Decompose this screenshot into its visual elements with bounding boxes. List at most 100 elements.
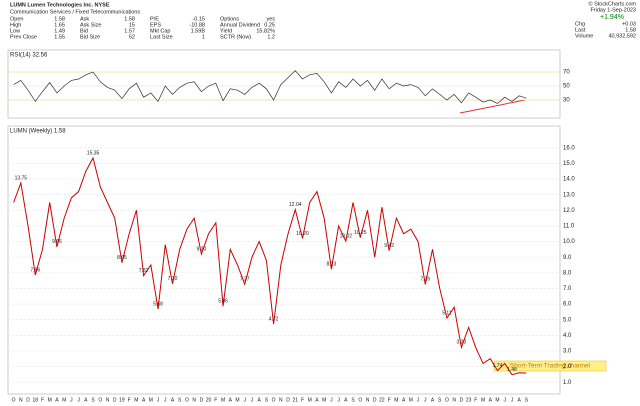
x-tick-label: A (402, 397, 406, 403)
field-value: -10.88 (189, 22, 205, 28)
y-tick-label: 2.0 (563, 364, 572, 370)
trend-line (459, 99, 526, 114)
source: © StockCharts.com (589, 0, 637, 7)
field-value: 1.55 (54, 34, 65, 40)
field-label: Bid (80, 28, 88, 34)
x-tick-label: D (460, 397, 464, 403)
price-title: LUMN (Weekly) 1.58 (10, 129, 66, 135)
field-label: Chg (575, 21, 585, 27)
field-value: 1.59B (191, 28, 206, 34)
value-label: 7.82 (139, 268, 149, 274)
y-tick-label: 70 (563, 70, 570, 76)
x-tick-label: M (221, 397, 225, 403)
x-tick-label: A (489, 397, 493, 403)
value-label: 1.48 (507, 367, 517, 373)
value-label: 5.11 (442, 310, 452, 316)
price-panel (7, 125, 561, 395)
x-tick-label: F (214, 397, 217, 403)
x-tick-label: S (178, 397, 182, 403)
x-tick-label: J (164, 397, 167, 403)
x-tick-label: J (157, 397, 160, 403)
x-tick-label: A (171, 397, 175, 403)
date: Friday 1-Sep-2023 (590, 7, 636, 13)
line (13, 70, 527, 104)
x-tick-label: 22 (379, 397, 385, 403)
x-tick-label: A (257, 397, 261, 403)
y-tick-label: 7.0 (563, 286, 572, 292)
value-label: 13.75 (15, 175, 28, 181)
value-label: 5.86 (218, 299, 228, 305)
value-label: 7.30 (168, 276, 178, 282)
field-value: -0.15 (192, 16, 205, 22)
x-tick-label: A (84, 397, 88, 403)
x-tick-label: J (77, 397, 80, 403)
field-value: 1 (202, 34, 205, 40)
x-tick-label: 20 (206, 397, 212, 403)
field-value: 1.57 (124, 28, 135, 34)
x-tick-label: J (243, 397, 246, 403)
x-tick-label: J (70, 397, 73, 403)
field-label: SCTR (Now) (220, 34, 251, 40)
field-value: 1.58 (124, 16, 135, 22)
field-label: Mkt Cap (150, 28, 170, 34)
header-subtitle: Communication Services / Fixed Telecommu… (10, 9, 140, 15)
field-value: 52 (129, 34, 135, 40)
x-tick-label: 18 (32, 397, 38, 403)
field-label: Last Size (150, 34, 173, 40)
y-tick-label: 6.0 (563, 302, 572, 308)
field-label: Ask (80, 16, 89, 22)
field-label: Ask Size (80, 22, 101, 28)
value-label: 10.25 (354, 230, 367, 236)
x-tick-label: O (12, 397, 16, 403)
x-tick-label: F (474, 397, 477, 403)
x-tick-label: M (149, 397, 153, 403)
x-tick-label: M (394, 397, 398, 403)
field-label: EPS (150, 22, 161, 28)
x-tick-label: N (106, 397, 110, 403)
y-tick-label: 9.0 (563, 255, 572, 261)
field-value: 1.58 (625, 27, 636, 33)
x-tick-label: J (503, 397, 506, 403)
y-tick-label: 13.0 (563, 192, 575, 198)
value-label: 1.74 (493, 363, 503, 369)
y-tick-label: 4.0 (563, 333, 572, 339)
value-label: 10.02 (340, 234, 353, 240)
x-tick-label: J (337, 397, 340, 403)
y-tick-label: 3.0 (563, 349, 572, 355)
x-tick-label: O (272, 397, 276, 403)
field-label: Options (220, 16, 239, 22)
field-value: 15 (129, 22, 135, 28)
x-tick-label: A (55, 397, 59, 403)
x-tick-label: A (142, 397, 146, 403)
rsi-panel (7, 49, 561, 119)
value-label: 9.20 (197, 246, 207, 252)
y-tick-label: 12.0 (563, 208, 575, 214)
x-tick-label: D (113, 397, 117, 403)
x-tick-label: N (452, 397, 456, 403)
x-tick-label: J (511, 397, 514, 403)
x-tick-label: S (525, 397, 529, 403)
x-tick-label: M (48, 397, 52, 403)
y-tick-label: 16.0 (563, 145, 575, 151)
value-label: 8.65 (117, 255, 127, 261)
field-value: 1.2 (267, 34, 275, 40)
value-label: 12.04 (289, 202, 302, 208)
value-label: 8.23 (327, 262, 337, 268)
x-tick-label: F (301, 397, 304, 403)
field-label: Low (10, 28, 20, 34)
x-tick-label: A (229, 397, 233, 403)
field-label: Volume (575, 33, 593, 39)
x-tick-label: M (495, 397, 499, 403)
field-label: Yield (220, 28, 232, 34)
y-tick-label: 11.0 (563, 224, 575, 230)
field-value: 0.25 (264, 22, 275, 28)
x-tick-label: 23 (466, 397, 472, 403)
x-tick-label: M (481, 397, 485, 403)
value-label: 4.72 (269, 316, 279, 322)
field-value: 1.65 (54, 22, 65, 28)
x-tick-label: M (134, 397, 138, 403)
x-tick-label: J (251, 397, 254, 403)
change-pct: +1.94% (600, 14, 624, 21)
x-tick-label: S (351, 397, 355, 403)
y-tick-label: 15.0 (563, 161, 575, 167)
